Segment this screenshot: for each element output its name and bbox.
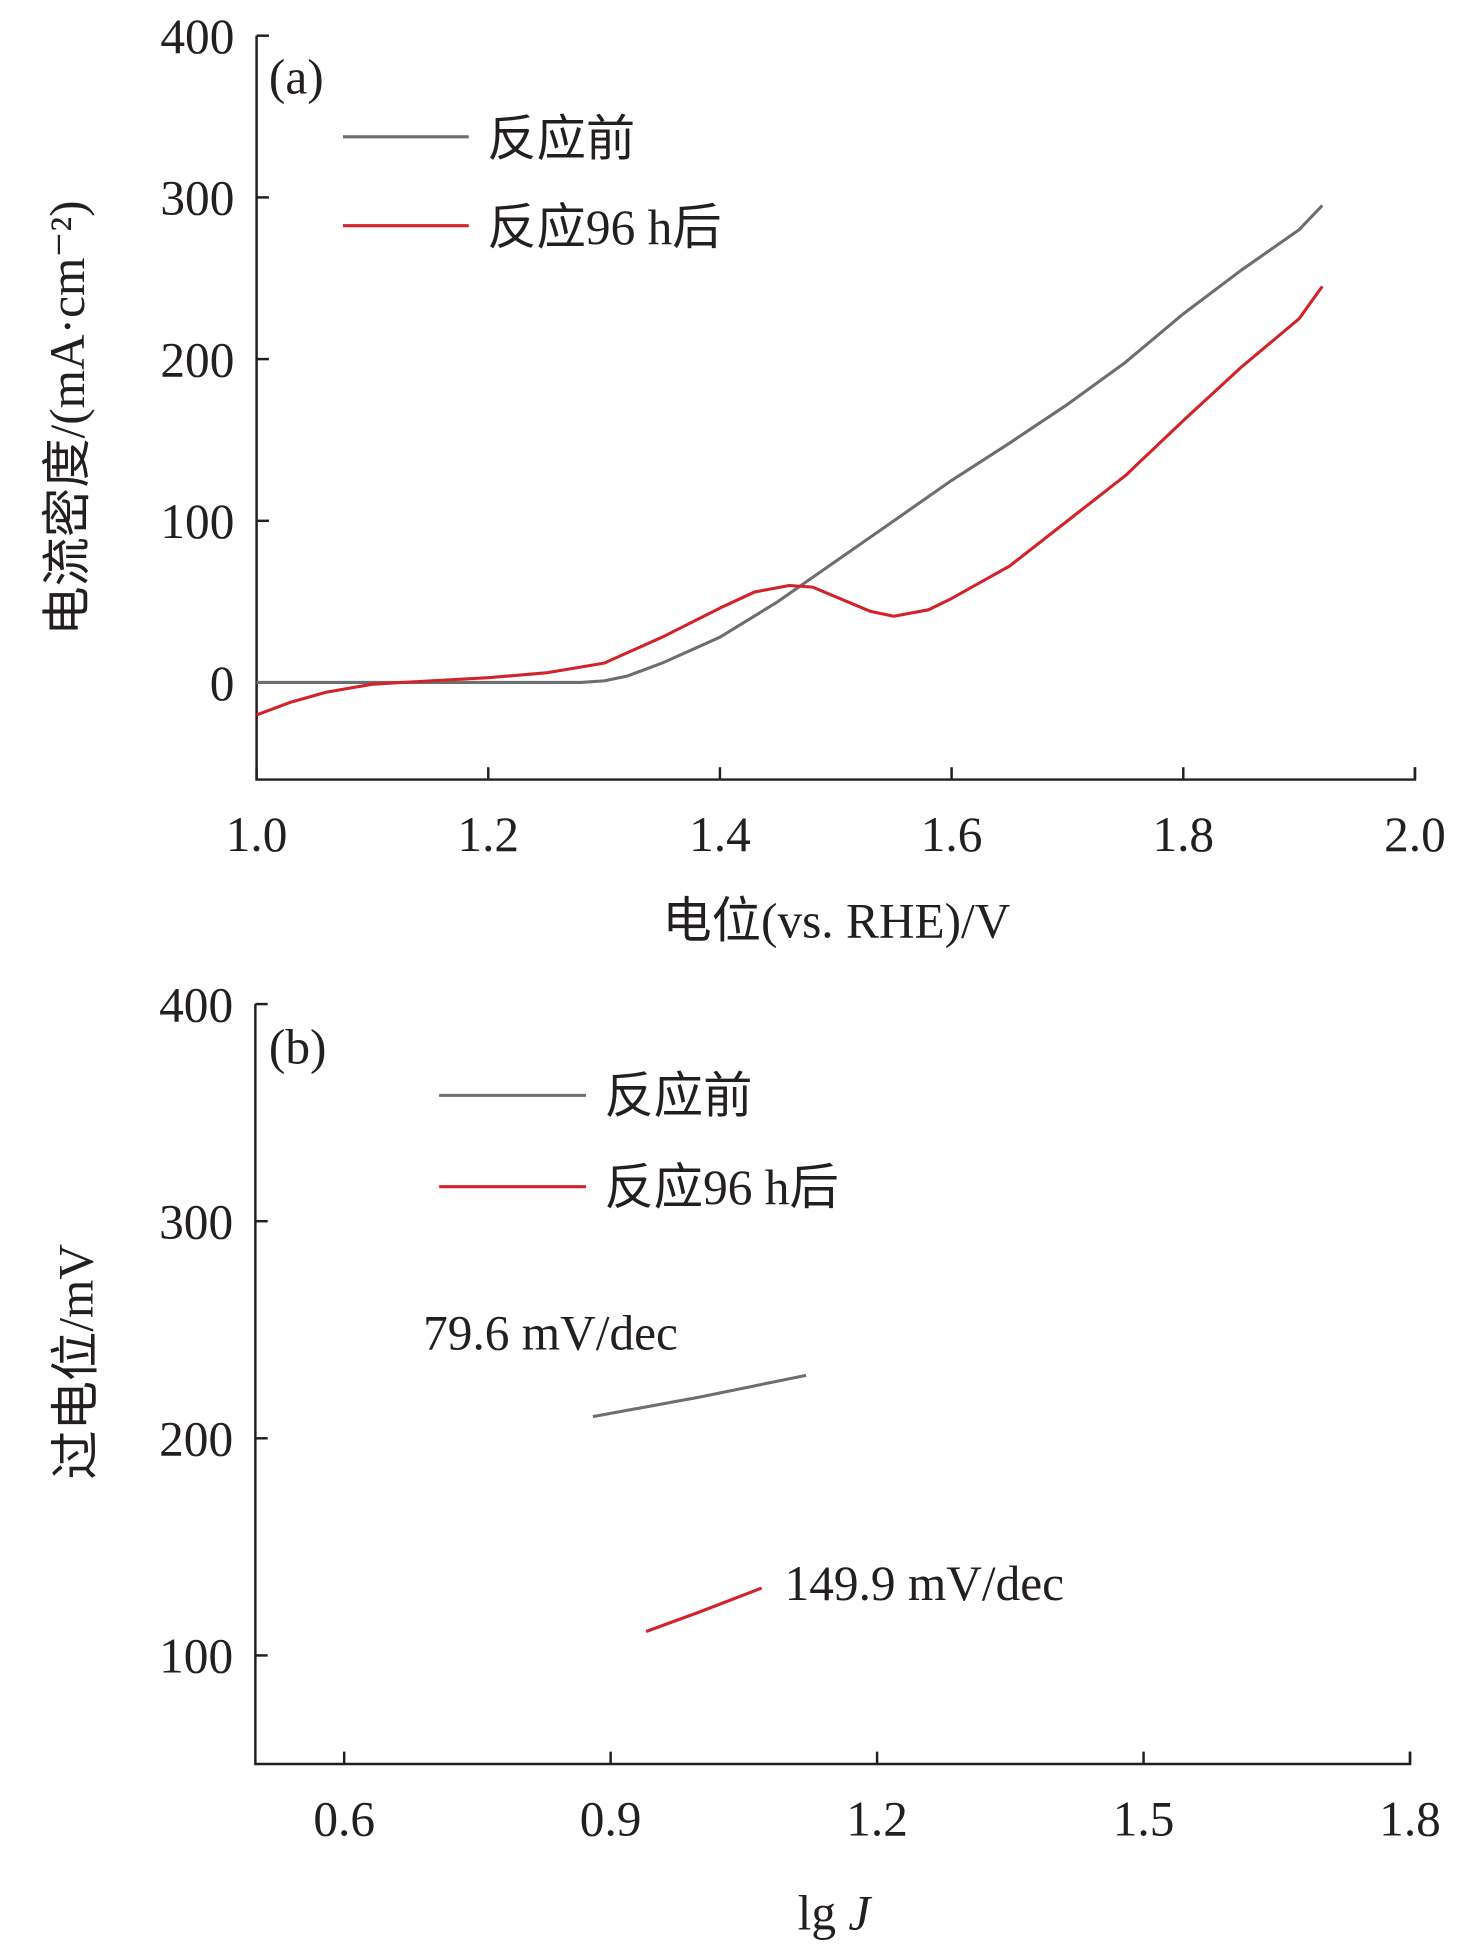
panel-b-ylabel: 过电位/mV [49, 1244, 104, 1480]
x-tick-label: 1.0 [226, 807, 288, 862]
legend-b-after-label: 反应96 h后 [604, 1160, 838, 1215]
panel-b-axes [254, 1004, 1412, 1766]
series-line-before [592, 1373, 807, 1419]
y-tick-label: 400 [159, 977, 233, 1032]
x-tick-label: 1.8 [1379, 1792, 1441, 1847]
y-tick-label: 300 [159, 1194, 233, 1249]
panel-b: (b) 反应前 反应96 h后 79.6 mV/dec 149.9 mV/dec… [49, 977, 1441, 1940]
legend-a-after-label: 反应96 h后 [487, 200, 721, 255]
x-tick-label: 1.5 [1113, 1792, 1175, 1847]
annotation-tafel-before: 79.6 mV/dec [423, 1305, 678, 1360]
x-tick-label: 2.0 [1384, 807, 1446, 862]
x-tick-label: 1.8 [1152, 807, 1214, 862]
panel-a-xlabel: 电位(vs. RHE)/V [662, 893, 1010, 948]
legend-b-before-label: 反应前 [604, 1069, 752, 1124]
panel-b-label: (b) [269, 1019, 327, 1074]
x-tick-label: 0.9 [580, 1792, 642, 1847]
y-tick-label: 400 [160, 9, 234, 64]
series-line-after [645, 1586, 763, 1633]
legend-a-before-label: 反应前 [487, 111, 635, 166]
series-line-after [256, 285, 1324, 717]
panel-b-xlabel: lg J [798, 1885, 873, 1940]
x-tick-label: 1.4 [689, 807, 751, 862]
y-tick-label: 300 [160, 171, 234, 226]
panel-a: (a) 反应前 反应96 h后 电位(vs. RHE)/V 电流密度/(mA·c… [40, 9, 1446, 949]
x-tick-label: 0.6 [313, 1792, 375, 1847]
panel-a-label: (a) [269, 50, 324, 105]
annotation-tafel-after: 149.9 mV/dec [785, 1556, 1064, 1611]
x-tick-label: 1.6 [921, 807, 983, 862]
y-tick-label: 200 [160, 332, 234, 387]
x-tick-label: 1.2 [457, 807, 519, 862]
series-line-before [256, 204, 1324, 685]
y-tick-label: 200 [159, 1412, 233, 1467]
y-tick-label: 100 [159, 1629, 233, 1684]
y-tick-label: 0 [210, 656, 235, 711]
panel-a-axes [255, 35, 1417, 781]
panel-a-ylabel: 电流密度/(mA·cm⁻²) [40, 200, 95, 635]
y-tick-label: 100 [160, 494, 234, 549]
x-tick-label: 1.2 [846, 1792, 908, 1847]
